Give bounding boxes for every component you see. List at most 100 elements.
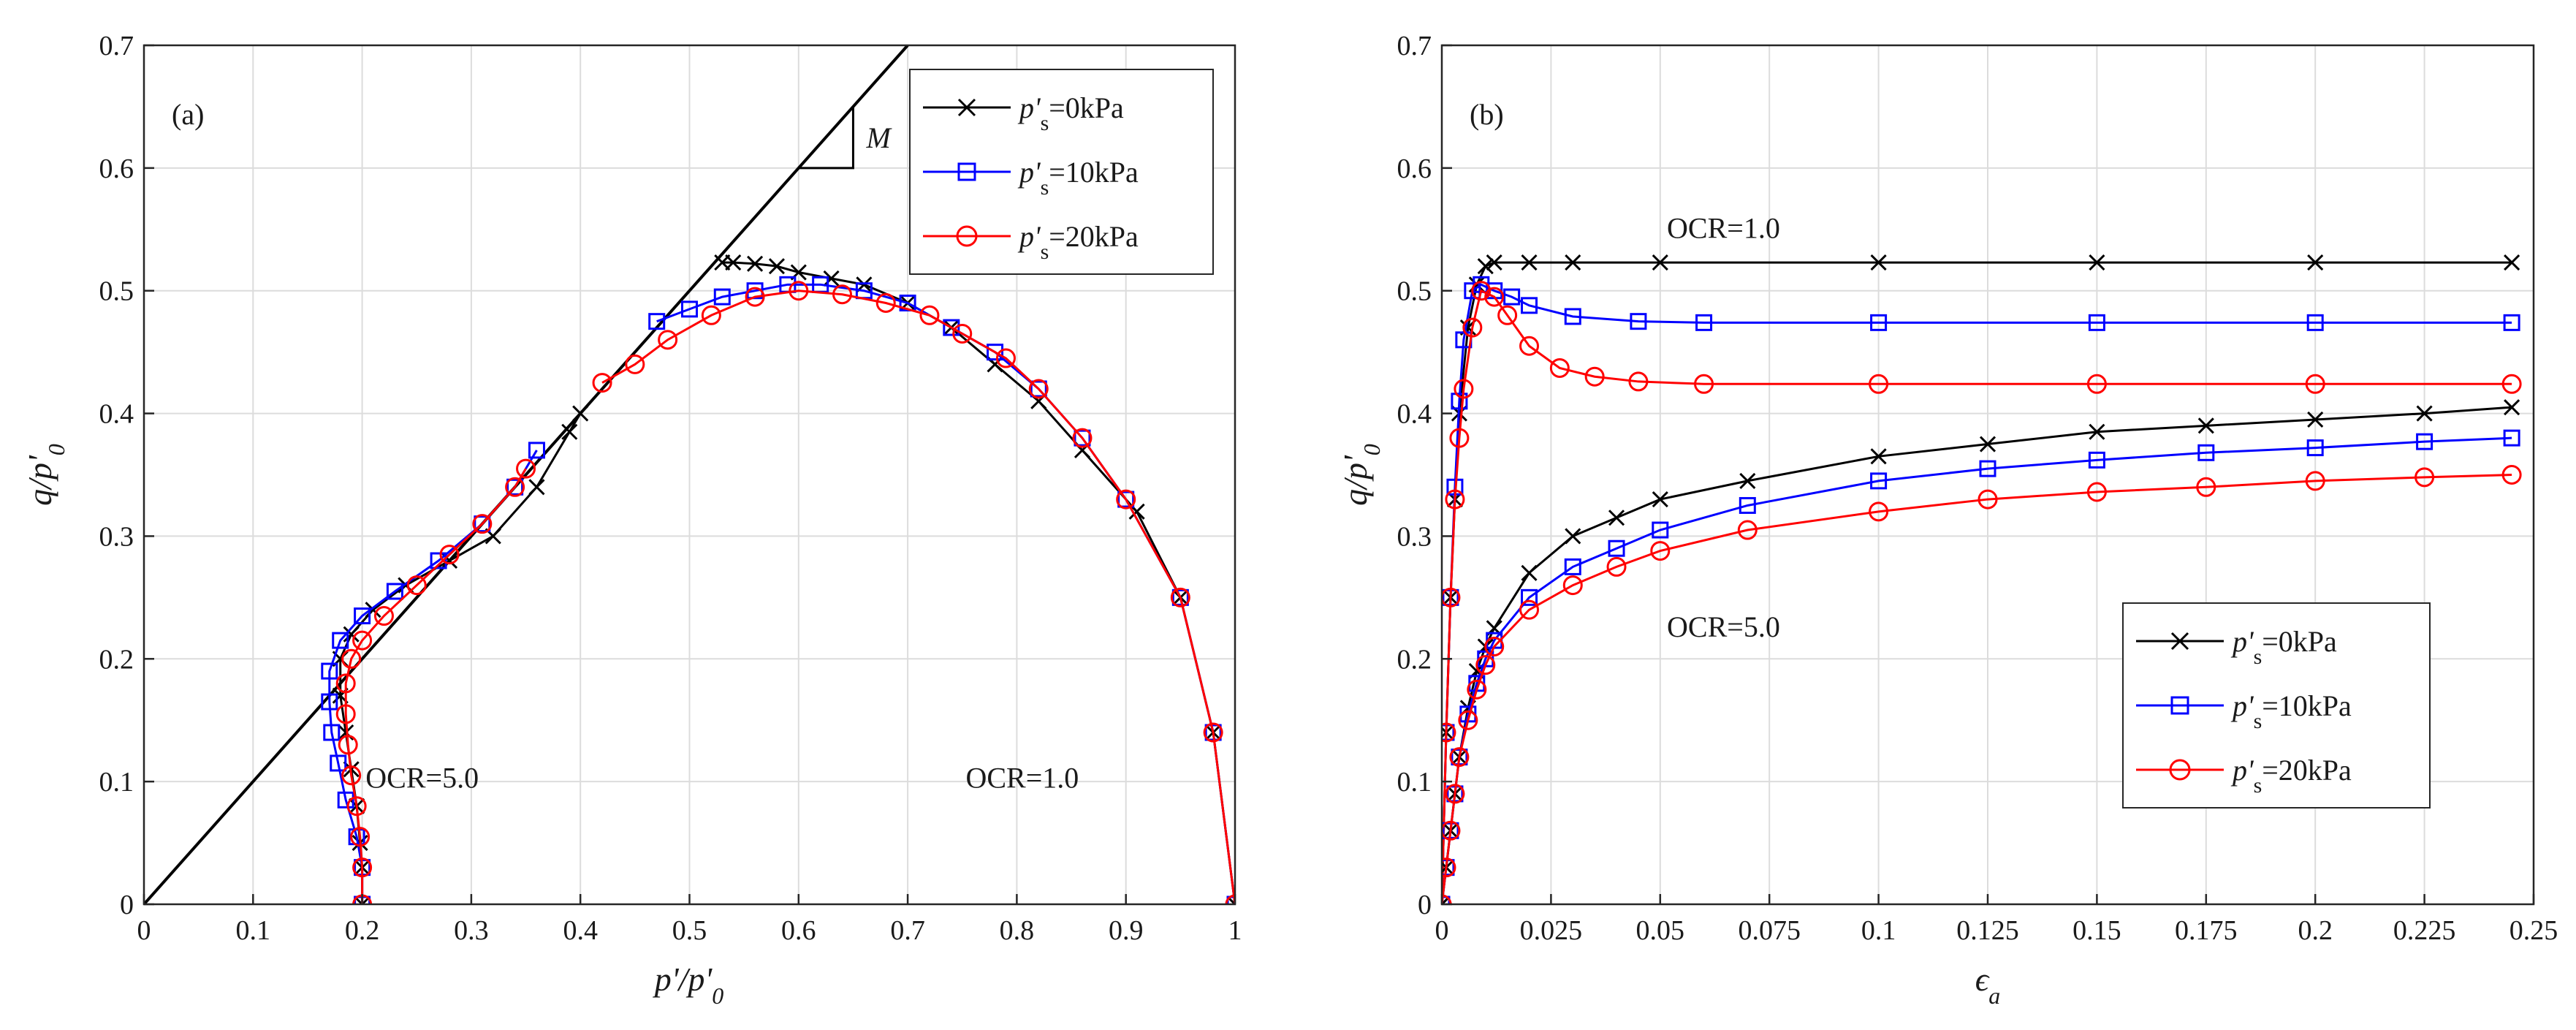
data-point-4-14 — [528, 442, 545, 459]
y-tick-label: 0.1 — [99, 767, 134, 798]
data-point-4-18 — [2306, 439, 2324, 457]
data-point-1-3 — [1117, 491, 1135, 508]
x-tick-label: 0.175 — [2175, 915, 2238, 946]
label-part: s — [2254, 709, 2262, 733]
data-point-2-5 — [1028, 379, 1049, 399]
data-point-4-8 — [332, 632, 349, 649]
data-point-2-14 — [658, 330, 678, 350]
label-part: q/p' — [1337, 455, 1374, 506]
legend-marker — [957, 98, 976, 117]
x-tick-label: 0.2 — [2298, 915, 2333, 946]
data-point-3-13 — [1739, 472, 1756, 489]
data-point-0-12 — [1870, 254, 1887, 271]
label-part: 0 — [1359, 444, 1385, 455]
data-point-4-6 — [321, 693, 338, 711]
legend-entry-0: p's=0kPa — [2136, 625, 2337, 669]
data-point-4-4 — [330, 754, 347, 772]
label-part: p' — [2230, 625, 2254, 658]
data-point-3-16 — [2089, 423, 2105, 440]
label-part: s — [2254, 645, 2262, 669]
data-point-1-9 — [1503, 288, 1521, 306]
label-part: p' — [1017, 156, 1041, 189]
series-line-2 — [601, 289, 1235, 904]
data-point-1-15 — [2088, 314, 2105, 331]
data-point-2-14 — [1694, 374, 1714, 394]
series-line-5 — [1442, 474, 2512, 904]
legend-label: p's=0kPa — [2230, 625, 2337, 669]
legend-entry-1: p's=10kPa — [923, 156, 1139, 200]
data-point-5-20 — [2501, 465, 2522, 485]
series-0 — [714, 254, 1235, 904]
data-point-2-2 — [1170, 587, 1190, 607]
data-point-5-2 — [1442, 820, 1461, 841]
data-point-3-17 — [2197, 417, 2214, 434]
legend-entry-2: p's=20kPa — [923, 220, 1139, 264]
data-point-2-10 — [1519, 336, 1540, 356]
data-point-5-9 — [1519, 599, 1540, 620]
data-point-5-10 — [373, 606, 394, 626]
data-point-4-19 — [2416, 433, 2433, 450]
data-point-0-13 — [2089, 254, 2105, 271]
data-point-5-1 — [1442, 857, 1456, 878]
data-point-2-9 — [875, 293, 896, 313]
data-point-2-4 — [1072, 428, 1093, 448]
panel-a: M 0 0.1 0.2 0.3 0.4 0.5 0.6 0.7 0.8 0.9 1 0 0.1 0.2 0.3… — [21, 31, 1242, 1009]
data-point-3-20 — [2504, 399, 2520, 416]
data-point-3-11 — [1608, 510, 1625, 526]
series-2 — [1442, 281, 2522, 904]
data-point-1-5 — [1030, 380, 1047, 398]
data-point-0-12 — [768, 258, 786, 275]
data-point-0-10 — [823, 270, 840, 287]
data-point-3-9 — [1521, 564, 1538, 581]
data-point-5-6 — [335, 704, 356, 724]
data-point-3-15 — [1979, 436, 1996, 452]
x-tick-label: 0.6 — [781, 915, 816, 946]
series-line-2 — [1442, 289, 2512, 904]
series-4 — [321, 442, 545, 904]
x-tick-label: 0.125 — [1956, 915, 2019, 946]
x-tick-label: 0.4 — [563, 915, 598, 946]
y-tick-label: 0.2 — [99, 644, 134, 675]
data-point-5-8 — [341, 648, 362, 669]
label-part: q/p' — [21, 455, 58, 506]
data-point-2-3 — [1445, 489, 1465, 510]
data-point-2-9 — [1497, 305, 1518, 325]
x-tick-label: 0.3 — [454, 915, 489, 946]
data-point-1-10 — [1521, 297, 1538, 314]
data-point-0-14 — [2307, 254, 2324, 271]
data-point-5-8 — [1484, 637, 1505, 656]
y-tick-label: 0.4 — [1397, 399, 1432, 430]
data-point-2-7 — [952, 323, 973, 344]
y-tick-label: 0 — [1418, 890, 1432, 920]
data-point-2-6 — [1462, 317, 1483, 338]
data-point-4-15 — [1979, 460, 1996, 477]
data-point-1-15 — [648, 313, 666, 330]
data-point-5-18 — [2305, 471, 2325, 491]
panel-label: (b) — [1470, 98, 1504, 131]
annotation-ocr-5: OCR=5.0 — [1667, 610, 1780, 643]
data-point-0-10 — [1565, 254, 1581, 271]
data-point-2-1 — [1203, 722, 1223, 743]
label-part: 0 — [43, 444, 69, 455]
x-tick-label: 0.225 — [2393, 915, 2456, 946]
data-point-5-3 — [1445, 784, 1465, 804]
data-point-5-15 — [1977, 489, 1998, 510]
x-tick-label: 0.9 — [1109, 915, 1144, 946]
label-part: =0kPa — [1049, 91, 1124, 124]
data-point-0-15 — [2504, 254, 2520, 271]
data-point-3-10 — [1565, 528, 1581, 545]
series-5 — [335, 458, 536, 904]
data-point-2-17 — [2305, 374, 2325, 394]
label-part: p' — [1017, 220, 1041, 253]
data-point-4-12 — [474, 515, 491, 533]
data-point-4-13 — [506, 478, 524, 496]
data-point-5-3 — [346, 796, 367, 817]
data-point-5-6 — [1467, 679, 1487, 700]
data-point-2-15 — [625, 354, 645, 374]
data-point-3-19 — [2416, 405, 2433, 422]
data-point-2-10 — [832, 284, 853, 305]
data-point-0-9 — [1521, 254, 1538, 271]
